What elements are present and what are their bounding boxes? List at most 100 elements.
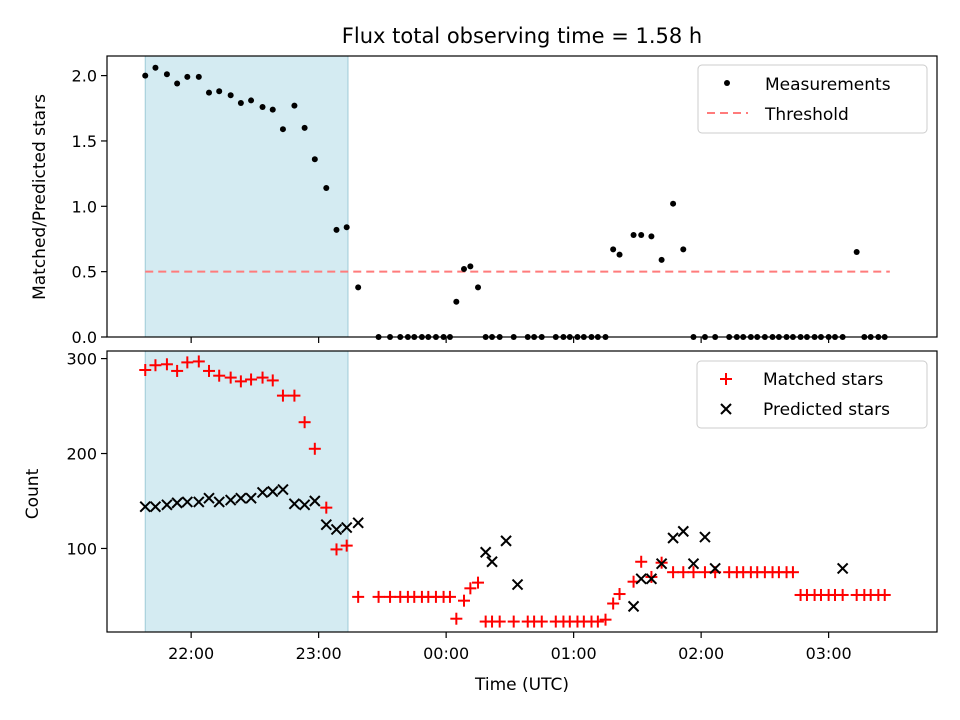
predicted-star-point [486, 556, 498, 568]
measurement-point [163, 71, 170, 78]
matched-star-point [288, 389, 301, 402]
bottom-ytick-label: 200 [66, 445, 97, 464]
measurement-point [610, 246, 617, 253]
predicted-star-point [245, 492, 257, 504]
measurement-point [658, 256, 665, 263]
measurement-point [195, 73, 202, 80]
predicted-star-point [298, 499, 311, 511]
matched-star-point [213, 369, 226, 382]
bottom-axis-ticks: 100 200 300 22:00 23:00 00:00 01:00 02:00 03:00 [66, 350, 851, 663]
matched-star-point [202, 364, 215, 377]
predicted-star-point [320, 519, 333, 531]
matched-star-point [308, 442, 321, 455]
matched-star-point [234, 375, 247, 388]
bottom-ytick-label: 300 [66, 350, 97, 369]
predicted-star-point [330, 523, 343, 536]
predicted-star-point [699, 531, 711, 543]
matched-star-point [149, 359, 162, 372]
matched-star-point [613, 588, 626, 601]
bottom-ytick-label: 100 [66, 539, 97, 558]
ratio-panel: 0.0 0.5 1.0 1.5 2.0 Flux total observing tim… [30, 24, 938, 347]
measurement-point [184, 73, 191, 80]
matched-star-point [266, 374, 279, 387]
predicted-star-point [340, 521, 353, 534]
bottom-legend: Matched stars Predicted stars [696, 360, 928, 429]
matched-star-point [677, 566, 690, 579]
matched-star-point [340, 539, 353, 552]
bottom-shaded-span [144, 350, 349, 633]
legend-measurements-label: Measurements [765, 75, 891, 95]
matched-stars-layer [139, 355, 891, 628]
measurement-point [174, 80, 181, 87]
predicted-star-point [645, 573, 658, 585]
measurement-point [301, 124, 308, 131]
measurement-point [638, 232, 645, 239]
measurement-point [670, 200, 677, 207]
matched-star-point [330, 543, 343, 556]
measurement-point [142, 72, 149, 79]
measurement-point [269, 106, 276, 113]
legend-predicted-marker [720, 403, 732, 415]
predicted-star-point [309, 495, 321, 507]
predicted-star-point [149, 500, 162, 513]
top-ytick-label: 1.0 [72, 197, 97, 216]
measurement-point [259, 103, 266, 110]
predicted-star-point [479, 546, 492, 558]
matched-star-point [591, 615, 604, 628]
top-ytick-label: 1.5 [72, 132, 97, 151]
legend-measurements-marker [724, 80, 730, 86]
matched-star-point [472, 576, 485, 589]
xtick-label: 03:00 [806, 644, 852, 663]
measurement-point [311, 156, 318, 163]
measurement-point [227, 92, 234, 99]
predicted-star-point [677, 525, 689, 538]
top-shaded-span [144, 55, 349, 338]
measurement-point [355, 284, 362, 291]
top-ytick-label: 0.5 [72, 263, 97, 282]
matched-star-point [687, 566, 700, 579]
predicted-star-point [655, 557, 668, 570]
chart-title: Flux total observing time = 1.58 h [342, 24, 702, 48]
matched-star-point [507, 615, 520, 628]
matched-star-point [599, 613, 612, 626]
matched-star-point [450, 612, 463, 625]
matched-star-point [645, 570, 658, 583]
predicted-stars-layer [139, 483, 849, 613]
predicted-star-point [709, 562, 721, 575]
measurement-point [323, 185, 330, 192]
predicted-star-point [836, 562, 849, 575]
predicted-star-point [667, 532, 679, 544]
predicted-star-point [213, 496, 225, 508]
matched-star-point [171, 364, 184, 377]
predicted-star-point [627, 600, 640, 613]
measurement-point [333, 226, 340, 233]
top-shaded-region-layer [144, 55, 349, 338]
top-axis-ticks: 0.0 0.5 1.0 1.5 2.0 [72, 67, 830, 347]
predicted-star-point [511, 578, 524, 591]
measurement-point [291, 102, 298, 109]
top-legend: Measurements Threshold [697, 64, 928, 134]
matched-star-point [160, 358, 173, 371]
matched-star-point [607, 597, 620, 610]
predicted-star-point [139, 500, 151, 513]
top-y-axis-label: Matched/Predicted stars [30, 94, 50, 300]
matched-star-point [635, 555, 648, 568]
matched-star-point [698, 566, 711, 579]
predicted-star-point [161, 499, 173, 511]
legend-matched-marker [720, 373, 732, 385]
top-ytick-label: 2.0 [72, 67, 97, 86]
predicted-star-point [256, 486, 269, 499]
measurement-point [152, 64, 159, 71]
predicted-star-point [203, 492, 215, 504]
predicted-star-point [267, 485, 279, 498]
matched-star-point [464, 582, 477, 595]
top-legend-box [697, 64, 928, 134]
measurement-point [475, 284, 482, 291]
matched-star-point [181, 356, 194, 369]
matched-star-point [256, 371, 269, 384]
x-axis-label: Time (UTC) [474, 675, 569, 695]
predicted-star-point [193, 496, 205, 508]
matched-star-point [245, 373, 258, 386]
legend-predicted-label: Predicted stars [763, 400, 890, 420]
